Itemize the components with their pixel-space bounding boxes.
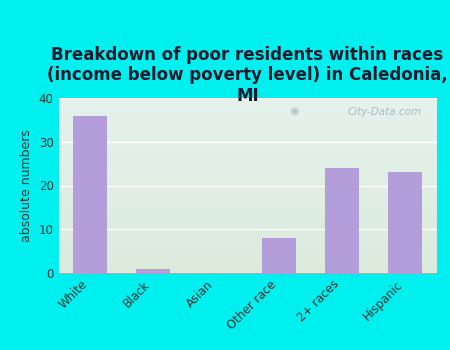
Bar: [325, 168, 360, 273]
Text: City-Data.com: City-Data.com: [347, 107, 421, 117]
Bar: [387, 173, 422, 273]
Y-axis label: absolute numbers: absolute numbers: [20, 129, 33, 242]
Bar: [73, 116, 108, 273]
Bar: [262, 238, 297, 273]
Bar: [136, 269, 171, 273]
Text: ◉: ◉: [289, 106, 299, 116]
Text: Breakdown of poor residents within races
(income below poverty level) in Caledon: Breakdown of poor residents within races…: [47, 46, 448, 105]
